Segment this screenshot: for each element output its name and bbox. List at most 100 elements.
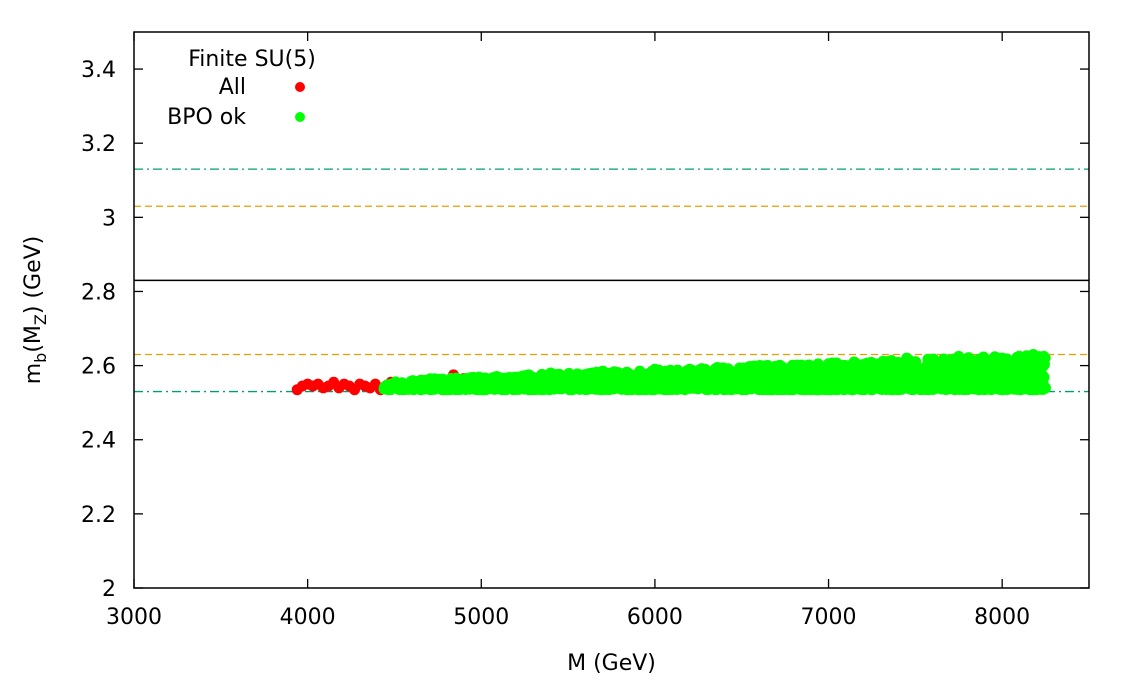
data-point-bpo-ok [1000, 380, 1012, 392]
data-point-bpo-ok [1027, 353, 1039, 365]
data-point-bpo-ok [597, 381, 609, 393]
data-point-bpo-ok [901, 369, 913, 381]
data-point-bpo-ok [952, 376, 964, 388]
data-point-bpo-ok [610, 368, 622, 380]
data-point-bpo-ok [625, 384, 637, 396]
y-tick-label: 2.8 [81, 280, 116, 305]
y-axis-title-paren: (M [21, 325, 46, 353]
x-tick-label: 3000 [106, 605, 162, 630]
data-point-bpo-ok [945, 362, 957, 374]
y-tick-label: 2.6 [81, 355, 116, 380]
legend-marker-bpo-ok [295, 112, 305, 122]
data-point-bpo-ok [837, 367, 849, 379]
data-point-bpo-ok [812, 384, 824, 396]
data-point-bpo-ok [1026, 382, 1038, 394]
y-tick-label: 3.4 [81, 58, 116, 83]
data-point-bpo-ok [875, 363, 887, 375]
data-point-bpo-ok [538, 371, 550, 383]
y-axis-title: mb(MZ) (GeV) [21, 236, 50, 385]
data-point-bpo-ok [380, 381, 392, 393]
data-point-bpo-ok [738, 383, 750, 395]
data-point-bpo-ok [838, 384, 850, 396]
plot-frame [133, 31, 1090, 589]
y-tick-label: 2.2 [81, 503, 116, 528]
data-point-bpo-ok [707, 368, 719, 380]
data-point-bpo-ok [772, 380, 784, 392]
x-tick-label: 6000 [627, 605, 683, 630]
data-point-bpo-ok [875, 377, 887, 389]
series-bpo-ok-points [378, 348, 1051, 396]
data-point-bpo-ok [825, 377, 837, 389]
data-point-bpo-ok [846, 384, 858, 396]
data-point-bpo-ok [826, 359, 838, 371]
data-point-bpo-ok [747, 379, 759, 391]
data-point-bpo-ok [1013, 350, 1025, 362]
data-point-bpo-ok [739, 372, 751, 384]
data-point-bpo-ok [1035, 381, 1047, 393]
data-point-bpo-ok [725, 365, 737, 377]
data-point-bpo-ok [967, 383, 979, 395]
data-point-bpo-ok [696, 363, 708, 375]
data-point-bpo-ok [534, 382, 546, 394]
data-point-bpo-ok [934, 369, 946, 381]
legend: Finite SU(5) All BPO ok [167, 47, 316, 130]
y-tick-label: 2.4 [81, 429, 116, 454]
data-point-bpo-ok [417, 379, 429, 391]
data-point-bpo-ok [642, 383, 654, 395]
data-point-bpo-ok [901, 381, 913, 393]
y-axis-title-sub: b [31, 353, 50, 363]
data-point-bpo-ok [893, 364, 905, 376]
data-point-bpo-ok [883, 361, 895, 373]
data-point-bpo-ok [788, 374, 800, 386]
data-point-bpo-ok [692, 383, 704, 395]
y-axis-title-main: m [21, 363, 46, 384]
data-point-bpo-ok [799, 363, 811, 375]
data-point-bpo-ok [610, 380, 622, 392]
data-point-bpo-ok [936, 381, 948, 393]
data-point-bpo-ok [734, 362, 746, 374]
y-tick-label: 3.2 [81, 132, 116, 157]
data-point-bpo-ok [967, 370, 979, 382]
legend-label-all: All [219, 75, 246, 100]
x-axis-ticks: 3000 4000 5000 6000 7000 8000 [106, 32, 1030, 630]
data-point-bpo-ok [707, 377, 719, 389]
data-point-bpo-ok [809, 370, 821, 382]
data-point-bpo-ok [686, 364, 698, 376]
data-point-bpo-ok [986, 383, 998, 395]
x-tick-label: 5000 [453, 605, 509, 630]
data-point-bpo-ok [994, 364, 1006, 376]
data-point-bpo-ok [808, 361, 820, 373]
data-point-bpo-ok [454, 378, 466, 390]
data-point-bpo-ok [676, 369, 688, 381]
data-point-bpo-ok [547, 372, 559, 384]
data-point-bpo-ok [757, 361, 769, 373]
data-point-bpo-ok [1021, 370, 1033, 382]
data-point-bpo-ok [887, 373, 899, 385]
data-point-bpo-ok [1039, 352, 1051, 364]
data-point-bpo-ok [1007, 370, 1019, 382]
data-point-bpo-ok [543, 384, 555, 396]
data-point-bpo-ok [588, 369, 600, 381]
data-point-bpo-ok [853, 370, 865, 382]
data-point-bpo-ok [959, 362, 971, 374]
data-point-bpo-ok [508, 384, 520, 396]
data-point-bpo-ok [427, 374, 439, 386]
legend-marker-all [295, 82, 305, 92]
y-tick-label: 3 [102, 206, 116, 231]
data-point-bpo-ok [920, 383, 932, 395]
y-tick-label: 2 [102, 577, 116, 602]
data-point-bpo-ok [578, 379, 590, 391]
x-tick-label: 8000 [974, 605, 1030, 630]
legend-title: Finite SU(5) [188, 47, 316, 72]
data-point-bpo-ok [562, 369, 574, 381]
x-tick-label: 7000 [801, 605, 857, 630]
x-axis-title: M (GeV) [567, 651, 656, 676]
y-axis-title-rest: ) (GeV) [21, 236, 46, 314]
data-point-bpo-ok [400, 380, 412, 392]
data-point-bpo-ok [800, 380, 812, 392]
data-point-bpo-ok [1013, 382, 1025, 394]
legend-label-bpo-ok: BPO ok [167, 105, 246, 130]
y-axis-title-paren-sub: Z [31, 314, 50, 325]
